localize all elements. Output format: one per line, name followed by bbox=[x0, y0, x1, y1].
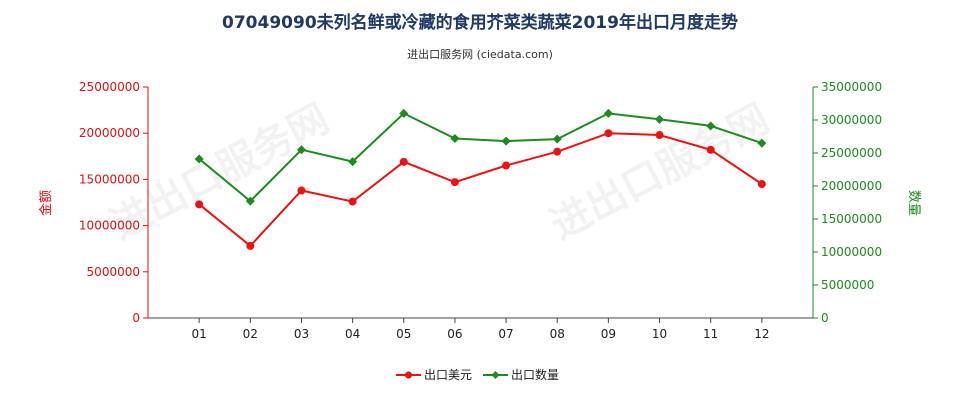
series-usd-point bbox=[348, 197, 357, 206]
series-qty-point bbox=[552, 134, 562, 144]
series-qty-point bbox=[757, 138, 767, 148]
series-qty-line bbox=[198, 112, 763, 203]
series-usd-point bbox=[246, 241, 255, 250]
legend-qty-marker bbox=[491, 371, 500, 379]
y-right-ticks: 0 5000000 10000000 15000000 20000000 25000000… bbox=[813, 80, 882, 325]
series-qty-point bbox=[348, 157, 358, 167]
y-right-tick-label: 35000000 bbox=[821, 80, 882, 94]
x-tick-label: 08 bbox=[550, 327, 565, 341]
series-usd-point bbox=[757, 180, 766, 189]
chart-subtitle: 进出口服务网 (ciedata.com) bbox=[407, 48, 553, 61]
legend-usd-label: 出口美元 bbox=[424, 368, 472, 382]
y-right-tick-label: 15000000 bbox=[821, 212, 882, 226]
series-qty-point bbox=[194, 154, 204, 164]
series-qty-point bbox=[655, 114, 665, 124]
legend-item-qty[interactable]: 出口数量 bbox=[483, 367, 559, 382]
series-qty-point bbox=[450, 133, 460, 143]
y-left-tick-label: 0 bbox=[132, 311, 140, 325]
y-left-ticks: 0 5000000 10000000 15000000 20000000 25000000 bbox=[79, 80, 148, 325]
series-qty-point bbox=[399, 108, 409, 118]
series-usd-point bbox=[450, 178, 459, 187]
x-tick-label: 07 bbox=[498, 327, 513, 341]
legend-item-usd[interactable]: 出口美元 bbox=[396, 368, 472, 382]
series-usd-point bbox=[553, 147, 562, 156]
series-qty-point bbox=[245, 196, 255, 206]
x-tick-label: 01 bbox=[192, 327, 207, 341]
series-usd-point bbox=[655, 131, 664, 140]
legend: 出口美元 出口数量 bbox=[396, 367, 559, 382]
series-usd-point bbox=[195, 200, 204, 209]
y-right-tick-label: 5000000 bbox=[821, 278, 874, 292]
series-layer bbox=[194, 108, 767, 250]
y-left-tick-label: 10000000 bbox=[79, 219, 140, 233]
y-left-tick-label: 15000000 bbox=[79, 172, 140, 186]
x-tick-label: 02 bbox=[243, 327, 258, 341]
watermark-layer: 进出口服务网 进出口服务网 bbox=[103, 96, 777, 249]
axes bbox=[147, 87, 814, 319]
series-usd-point bbox=[706, 145, 715, 154]
series-usd-point bbox=[297, 186, 306, 195]
x-tick-label: 04 bbox=[345, 327, 360, 341]
x-tick-label: 11 bbox=[703, 327, 718, 341]
series-usd-point bbox=[502, 161, 511, 170]
x-ticks: 01 02 03 04 05 06 07 08 09 10 11 12 bbox=[192, 318, 769, 341]
series-qty-point bbox=[706, 121, 716, 131]
chart-title: 07049090未列名鲜或冷藏的食用芥菜类蔬菜2019年出口月度走势 bbox=[222, 13, 738, 33]
series-qty-point bbox=[603, 108, 613, 118]
series-usd-point bbox=[399, 157, 408, 166]
x-tick-label: 09 bbox=[601, 327, 616, 341]
x-tick-label: 06 bbox=[447, 327, 462, 341]
x-tick-label: 05 bbox=[396, 327, 411, 341]
legend-qty-label: 出口数量 bbox=[511, 367, 559, 382]
x-tick-label: 10 bbox=[652, 327, 667, 341]
x-tick-label: 03 bbox=[294, 327, 309, 341]
y-right-tick-label: 25000000 bbox=[821, 146, 882, 160]
series-qty-point bbox=[501, 136, 511, 146]
legend-usd-marker bbox=[405, 371, 412, 379]
y-right-axis-title: 数量 bbox=[906, 190, 921, 216]
series-usd-line bbox=[198, 132, 763, 248]
series-qty-point bbox=[296, 145, 306, 155]
y-right-tick-label: 0 bbox=[821, 311, 829, 325]
series-usd-point bbox=[604, 129, 613, 138]
y-left-tick-label: 20000000 bbox=[79, 126, 140, 140]
y-right-tick-label: 30000000 bbox=[821, 113, 882, 127]
y-left-axis-title: 金额 bbox=[38, 190, 54, 216]
y-right-tick-label: 10000000 bbox=[821, 245, 882, 259]
y-left-tick-label: 25000000 bbox=[79, 80, 140, 94]
y-left-tick-label: 5000000 bbox=[87, 265, 140, 279]
y-right-tick-label: 20000000 bbox=[821, 179, 882, 193]
x-tick-label: 12 bbox=[754, 327, 769, 341]
